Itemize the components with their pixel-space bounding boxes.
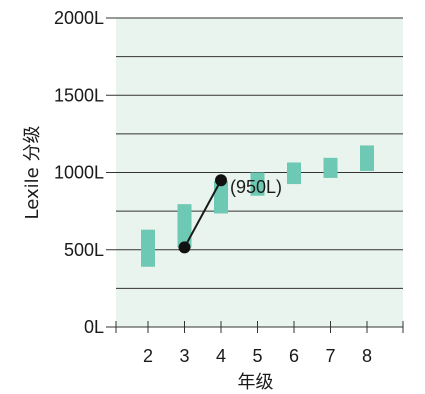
bar-series xyxy=(141,145,374,267)
bar-grade-4 xyxy=(214,180,228,214)
x-tick-label: 4 xyxy=(216,346,226,366)
bar-grade-6 xyxy=(287,162,301,185)
y-tick-label: 1500L xyxy=(54,85,104,105)
x-tick-label: 6 xyxy=(289,346,299,366)
axes xyxy=(106,17,404,333)
y-tick-label: 500L xyxy=(64,240,104,260)
x-tick-labels: 2 3 4 5 6 7 8 xyxy=(143,346,372,366)
x-tick-label: 3 xyxy=(179,346,189,366)
x-axis-label: 年级 xyxy=(238,372,274,393)
growth-line xyxy=(178,174,227,254)
y-tick-labels: 0L 500L 1000L 1500L 2000L xyxy=(54,8,104,337)
y-tick-label: 0L xyxy=(84,317,104,337)
x-tick-label: 8 xyxy=(362,346,372,366)
growth-point-3 xyxy=(178,241,191,254)
y-tick-label: 2000L xyxy=(54,8,104,28)
growth-segment xyxy=(183,179,222,248)
bar-grade-5 xyxy=(250,172,265,196)
x-tick-label: 2 xyxy=(143,346,153,366)
bar-grade-8 xyxy=(360,145,374,171)
y-axis-label: Lexile 分级 xyxy=(22,126,43,220)
bar-grade-7 xyxy=(323,157,338,178)
gridlines xyxy=(116,17,403,289)
x-tick-label: 5 xyxy=(252,346,262,366)
bar-grade-2 xyxy=(141,229,155,267)
growth-point-4 xyxy=(215,174,227,187)
growth-annotation: (950L) xyxy=(230,177,282,197)
y-tick-label: 1000L xyxy=(54,163,104,183)
x-tick-label: 7 xyxy=(325,346,335,366)
bar-grade-3 xyxy=(177,204,192,248)
